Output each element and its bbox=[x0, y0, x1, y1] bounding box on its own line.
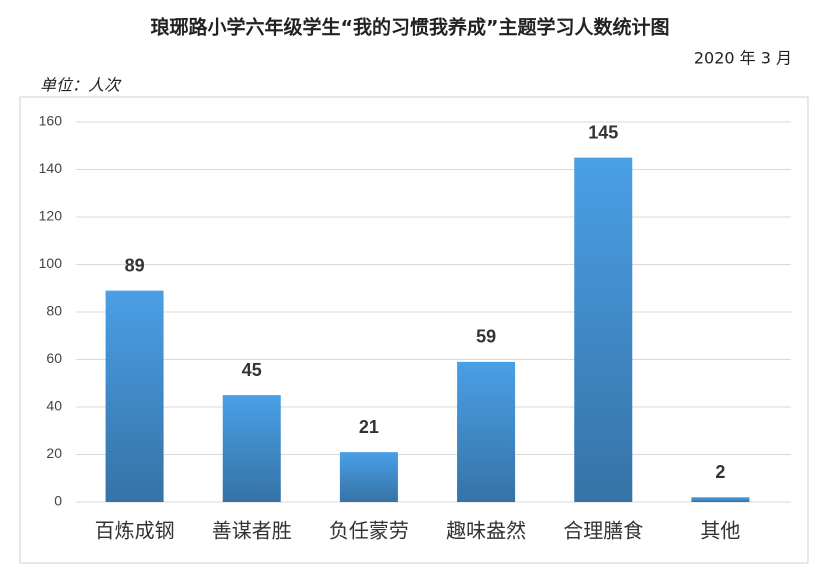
value-label: 89 bbox=[125, 255, 145, 275]
unit-label: 单位：人次 bbox=[40, 76, 122, 95]
y-tick-label: 40 bbox=[46, 398, 62, 414]
bar-shade bbox=[574, 157, 633, 502]
x-tick-label: 善谋者胜 bbox=[212, 520, 292, 543]
bar-shade bbox=[457, 361, 516, 502]
x-tick-label: 趣味盎然 bbox=[446, 520, 526, 543]
y-tick-label: 80 bbox=[46, 303, 62, 319]
x-tick-label: 其他 bbox=[700, 520, 740, 543]
chart-title: 琅琊路小学六年级学生“我的习惯我养成”主题学习人数统计图 bbox=[151, 16, 670, 39]
value-label: 145 bbox=[588, 122, 618, 142]
chart-frame bbox=[19, 96, 809, 564]
y-tick-label: 0 bbox=[54, 493, 62, 509]
y-tick-label: 140 bbox=[39, 160, 63, 176]
y-tick-label: 100 bbox=[39, 255, 63, 271]
value-label: 45 bbox=[242, 360, 262, 380]
x-tick-label: 百炼成钢 bbox=[95, 520, 175, 543]
value-label: 21 bbox=[359, 417, 379, 437]
bar-shade bbox=[105, 290, 164, 502]
y-tick-label: 160 bbox=[39, 113, 63, 129]
x-tick-label: 负任蒙劳 bbox=[329, 520, 409, 543]
value-label: 59 bbox=[476, 327, 496, 347]
bar-shade bbox=[691, 497, 750, 502]
value-label: 2 bbox=[715, 462, 725, 482]
bar-shade bbox=[222, 395, 281, 502]
y-tick-label: 120 bbox=[39, 208, 63, 224]
y-tick-label: 60 bbox=[46, 350, 62, 366]
x-tick-label: 合理膳食 bbox=[563, 520, 643, 543]
chart-subtitle: 2020 年 3 月 bbox=[694, 49, 792, 68]
y-tick-label: 20 bbox=[46, 445, 62, 461]
bar-shade bbox=[339, 452, 398, 502]
